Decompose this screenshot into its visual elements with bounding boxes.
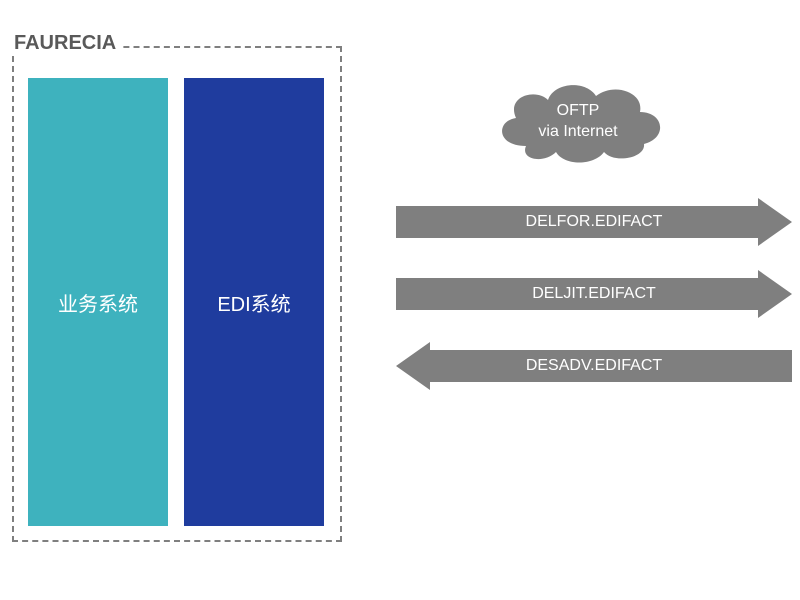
faurecia-title: FAURECIA (10, 32, 120, 55)
delfor-arrow: DELFOR.EDIFACT (396, 198, 792, 246)
business-system-label: 业务系统 (58, 288, 138, 317)
oftp-cloud: OFTP via Internet (486, 76, 670, 168)
desadv-label: DESADV.EDIFACT (396, 357, 792, 375)
business-system-box: 业务系统 (28, 78, 168, 526)
cloud-label: OFTP via Internet (486, 101, 670, 143)
edi-system-label: EDI系统 (217, 288, 290, 317)
delfor-label: DELFOR.EDIFACT (396, 213, 792, 231)
cloud-line1: OFTP (557, 102, 600, 119)
edi-system-box: EDI系统 (184, 78, 324, 526)
desadv-arrow: DESADV.EDIFACT (396, 342, 792, 390)
cloud-line2: via Internet (538, 123, 617, 140)
deljit-label: DELJIT.EDIFACT (396, 285, 792, 303)
deljit-arrow: DELJIT.EDIFACT (396, 270, 792, 318)
